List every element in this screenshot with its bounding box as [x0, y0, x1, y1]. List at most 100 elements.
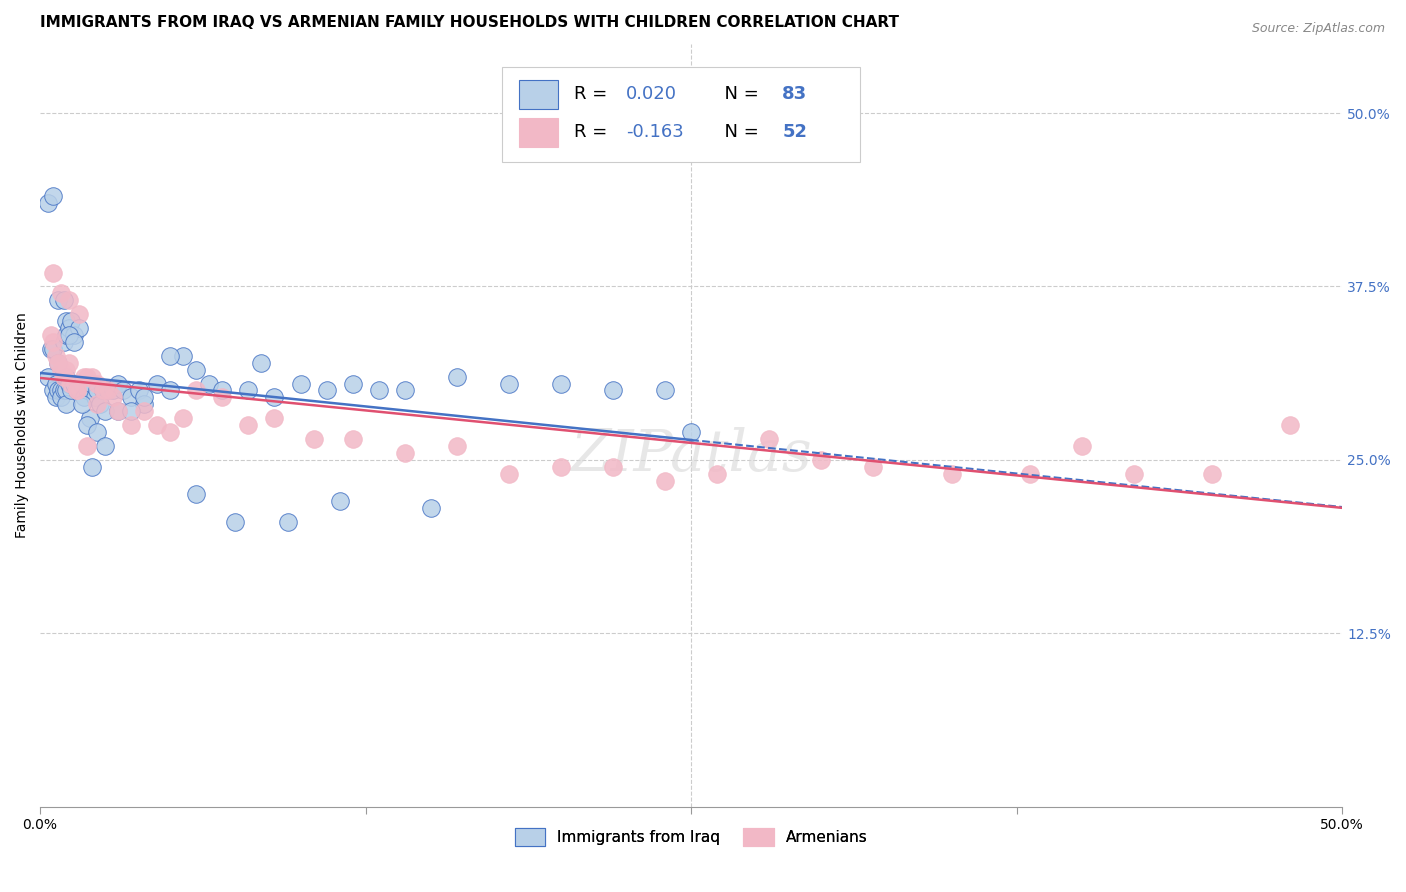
Point [58, 321, 80, 335]
Text: R =: R = [574, 85, 613, 103]
Point [52, 293, 75, 308]
Point [60, 384, 83, 398]
Point [107, 376, 129, 391]
Point [46, 356, 69, 370]
Point [238, 418, 260, 433]
Point [91, 384, 114, 398]
Point [706, 467, 728, 481]
Text: IMMIGRANTS FROM IRAQ VS ARMENIAN FAMILY HOUSEHOLDS WITH CHILDREN CORRELATION CHA: IMMIGRANTS FROM IRAQ VS ARMENIAN FAMILY … [41, 15, 898, 30]
Point [1279, 418, 1302, 433]
Point [146, 418, 169, 433]
Point [419, 501, 441, 516]
Point [1070, 439, 1092, 453]
Point [367, 384, 389, 398]
Point [498, 376, 520, 391]
Point [42, 266, 65, 280]
Point [97, 384, 120, 398]
Point [70, 397, 93, 411]
Point [55, 384, 77, 398]
Point [107, 404, 129, 418]
Text: ZIPatlas: ZIPatlas [571, 427, 813, 483]
Point [1018, 467, 1040, 481]
Point [76, 418, 98, 433]
Point [63, 334, 86, 349]
Point [60, 376, 83, 391]
Point [46, 293, 69, 308]
Point [159, 349, 181, 363]
Point [602, 459, 624, 474]
Point [79, 411, 101, 425]
Point [49, 362, 72, 376]
Point [120, 391, 142, 405]
Point [58, 376, 80, 391]
Point [55, 314, 77, 328]
Point [550, 459, 572, 474]
Text: 52: 52 [782, 123, 807, 141]
Point [186, 362, 208, 376]
Point [681, 425, 703, 439]
Point [120, 404, 142, 418]
Point [186, 487, 208, 501]
Point [73, 369, 96, 384]
Point [394, 446, 416, 460]
Point [86, 397, 108, 411]
Point [76, 439, 98, 453]
Point [46, 356, 69, 370]
Point [86, 425, 108, 439]
Point [67, 321, 90, 335]
Point [65, 384, 87, 398]
Point [86, 384, 108, 398]
Point [63, 328, 86, 343]
Point [67, 384, 90, 398]
Point [52, 334, 75, 349]
Point [159, 384, 181, 398]
Point [76, 384, 98, 398]
Text: N =: N = [713, 85, 765, 103]
Point [128, 384, 150, 398]
Point [172, 411, 194, 425]
Point [49, 391, 72, 405]
Point [134, 404, 156, 418]
Point [97, 384, 120, 398]
Point [101, 391, 124, 405]
Point [42, 342, 65, 356]
Point [42, 384, 65, 398]
Text: -0.163: -0.163 [626, 123, 683, 141]
Point [263, 391, 285, 405]
Point [112, 384, 135, 398]
Point [107, 404, 129, 418]
Text: 83: 83 [782, 85, 807, 103]
Bar [519, 118, 558, 146]
Point [82, 376, 104, 391]
Point [342, 376, 364, 391]
Point [446, 369, 468, 384]
Text: 0.020: 0.020 [626, 85, 678, 103]
Point [67, 307, 90, 321]
Bar [519, 79, 558, 109]
Point [39, 328, 62, 343]
Point [498, 467, 520, 481]
Point [276, 515, 298, 529]
Point [1201, 467, 1223, 481]
Point [394, 384, 416, 398]
Point [58, 328, 80, 343]
Point [39, 342, 62, 356]
Text: Source: ZipAtlas.com: Source: ZipAtlas.com [1251, 22, 1385, 36]
Point [55, 328, 77, 343]
Point [37, 369, 59, 384]
Point [58, 293, 80, 308]
Point [810, 452, 832, 467]
Point [186, 384, 208, 398]
Point [1122, 467, 1144, 481]
Point [86, 376, 108, 391]
Point [120, 418, 142, 433]
Point [37, 196, 59, 211]
Point [550, 376, 572, 391]
Point [91, 384, 114, 398]
Point [49, 384, 72, 398]
Text: R =: R = [574, 123, 613, 141]
Point [315, 384, 337, 398]
Point [329, 494, 352, 508]
Point [46, 384, 69, 398]
Point [302, 432, 325, 446]
